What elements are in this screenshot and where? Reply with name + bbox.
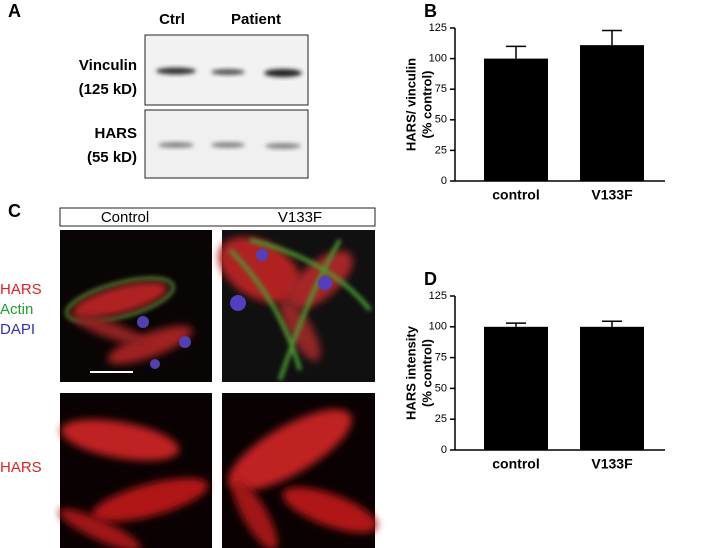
y-tick-label: 100 <box>429 321 447 333</box>
column-label: Control <box>101 209 149 226</box>
y-tick-label: 75 <box>435 83 447 95</box>
row-label: (55 kD) <box>87 149 137 166</box>
row-label: Vinculin <box>79 57 137 74</box>
y-axis-label: HARS intensity <box>403 325 418 420</box>
row-label: HARS <box>94 125 137 142</box>
row-label: (125 kD) <box>79 81 137 98</box>
stain-label: HARS <box>0 459 42 476</box>
y-axis-label: (% control) <box>419 71 434 139</box>
x-tick-label: V133F <box>591 187 633 203</box>
header-box <box>59 207 376 227</box>
y-tick-label: 50 <box>435 114 447 126</box>
y-tick-label: 100 <box>429 53 447 65</box>
y-axis-label: (% control) <box>419 339 434 407</box>
micrograph <box>58 230 378 548</box>
panel-label: B <box>424 1 437 21</box>
y-tick-label: 125 <box>429 22 447 34</box>
y-tick-label: 50 <box>435 382 447 394</box>
stain-label: DAPI <box>0 321 35 338</box>
blot <box>144 34 309 179</box>
bar <box>580 326 644 450</box>
stain-label: HARS <box>0 281 42 298</box>
column-label: V133F <box>278 209 322 226</box>
bar <box>580 45 644 181</box>
y-tick-label: 25 <box>435 413 447 425</box>
x-tick-label: control <box>492 187 539 203</box>
panel-label: A <box>8 1 21 21</box>
y-tick-label: 0 <box>441 444 447 456</box>
bar <box>484 326 548 450</box>
bar <box>484 58 548 181</box>
x-tick-label: V133F <box>591 456 633 472</box>
column-label: Ctrl <box>159 11 185 28</box>
column-label: Patient <box>231 11 281 28</box>
y-axis-label: HARS/ vinculin <box>403 58 418 151</box>
x-tick-label: control <box>492 456 539 472</box>
y-tick-label: 75 <box>435 352 447 364</box>
panel-label: C <box>8 201 21 221</box>
panel-label: D <box>424 269 437 289</box>
y-tick-label: 125 <box>429 290 447 302</box>
y-tick-label: 0 <box>441 175 447 187</box>
stain-label: Actin <box>0 301 33 318</box>
y-tick-label: 25 <box>435 144 447 156</box>
